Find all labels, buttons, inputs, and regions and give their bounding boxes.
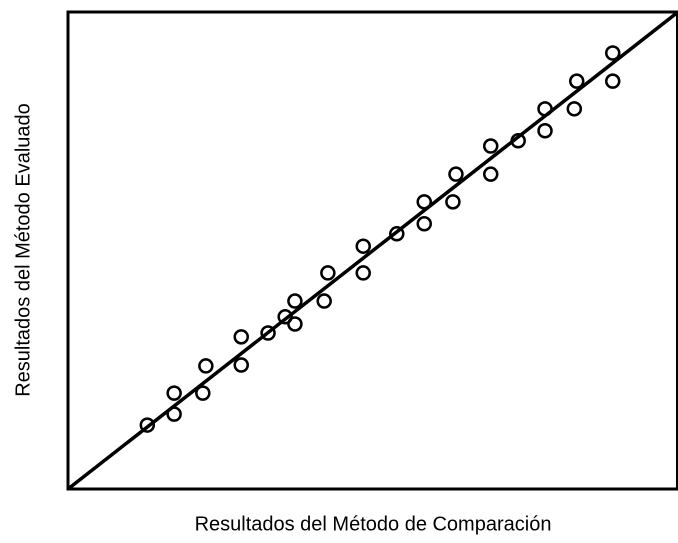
point	[166, 385, 182, 401]
point	[139, 417, 156, 433]
point	[287, 293, 303, 309]
point	[389, 226, 405, 242]
plot-frame	[66, 10, 678, 491]
point	[316, 293, 332, 309]
point	[482, 166, 499, 182]
point	[568, 73, 585, 89]
point	[604, 45, 621, 61]
point	[604, 73, 621, 89]
point	[566, 101, 583, 117]
point	[233, 357, 249, 373]
point	[277, 309, 293, 325]
point	[287, 316, 303, 332]
point	[260, 325, 276, 341]
x-axis-label: Resultados del Método de Comparación	[195, 513, 552, 535]
point	[537, 123, 553, 139]
point	[320, 265, 336, 281]
point	[195, 385, 211, 401]
point	[537, 101, 553, 117]
point	[233, 329, 249, 345]
point	[448, 166, 464, 182]
point	[482, 138, 499, 154]
point	[166, 406, 182, 422]
point	[510, 133, 526, 149]
point	[198, 358, 214, 374]
fit-line	[66, 10, 678, 491]
point	[355, 265, 371, 281]
point	[416, 216, 432, 232]
point	[416, 194, 432, 210]
point	[355, 238, 371, 254]
point	[445, 194, 461, 210]
y-axis-label: Resultados del Método Evaluado	[12, 103, 34, 397]
